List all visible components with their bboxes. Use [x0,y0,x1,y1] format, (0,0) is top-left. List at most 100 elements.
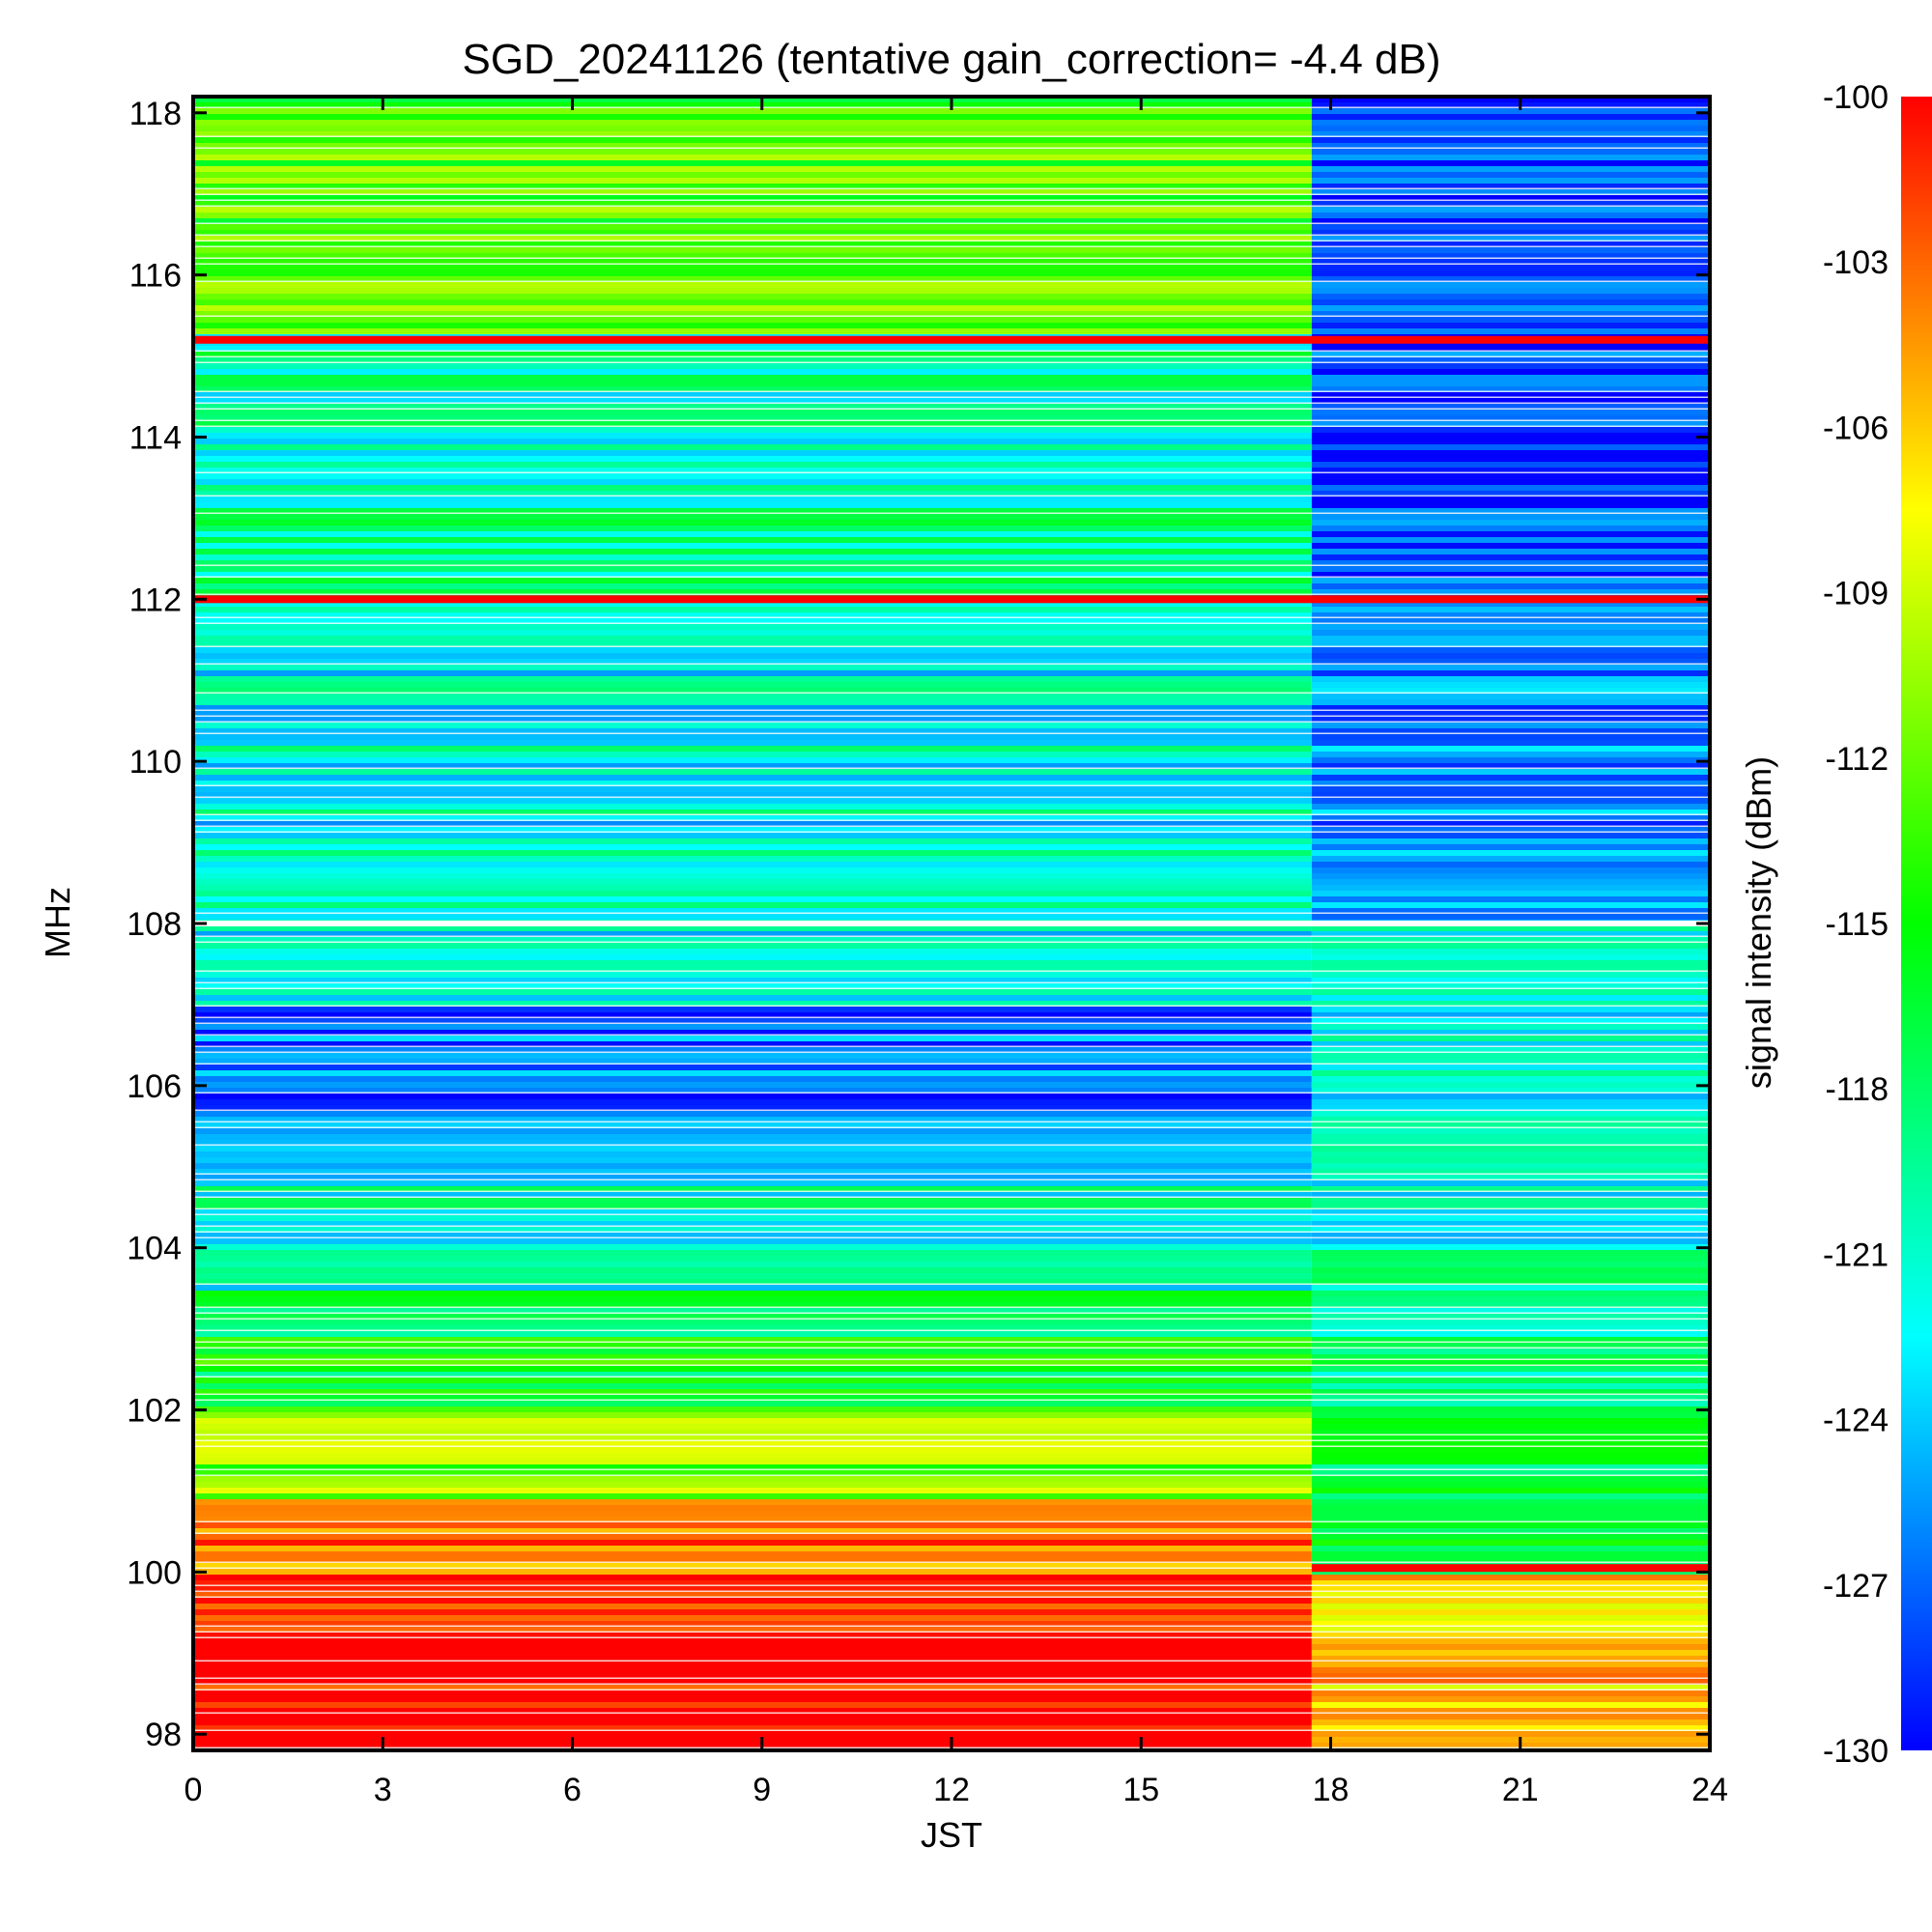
heatmap-cell [193,775,1312,781]
heatmap-cell [193,149,1312,155]
heatmap-cell [193,670,1312,676]
heatmap-cell [193,995,1312,1001]
heatmap-cell [1311,1667,1710,1673]
heatmap-cell [193,1439,1710,1441]
heatmap-cell [193,1140,1312,1146]
heatmap-cell [193,468,1312,473]
heatmap-cell [193,781,1312,786]
heatmap-cell [1311,694,1710,699]
heatmap-cell [1311,1331,1710,1337]
heatmap-cell [1311,624,1710,630]
heatmap-cell [1311,299,1710,305]
heatmap-cell [1311,427,1710,433]
heatmap-cell [193,711,1312,717]
heatmap-cell [1311,1690,1710,1696]
heatmap-cell [1311,896,1710,902]
heatmap-cell [193,473,1312,479]
heatmap-cell [1311,1244,1710,1250]
heatmap-cell [1311,270,1710,276]
heatmap-cell [1311,1383,1710,1389]
heatmap-cell [193,819,1710,821]
heatmap-cell [1311,1401,1710,1406]
heatmap-cell [1311,1256,1710,1262]
heatmap-cell [193,1065,1312,1070]
heatmap-cell [193,1685,1312,1690]
heatmap-cell [193,1157,1312,1163]
y-tick-label: 110 [129,744,182,781]
heatmap-cell [1311,172,1710,178]
heatmap-cell [1311,815,1710,821]
heatmap-cell [193,983,1312,989]
heatmap-cell [1311,1192,1710,1198]
heatmap-cell [1311,583,1710,589]
heatmap-cell [1311,149,1710,155]
heatmap-cell [193,1320,1312,1325]
heatmap-cell [193,1250,1312,1256]
heatmap-cell [193,1151,1312,1157]
heatmap-cell [193,1393,1710,1395]
heatmap-cell [1311,1714,1710,1719]
y-tick-label: 104 [127,1231,182,1267]
heatmap-cell [193,1208,1710,1209]
heatmap-cell [1311,479,1710,485]
heatmap-cell [1311,630,1710,636]
heatmap-cell [1311,392,1710,398]
heatmap-cell [193,1005,1710,1007]
heatmap-cell [193,1660,1710,1662]
heatmap-cell [1311,242,1710,247]
heatmap-cell [1311,1349,1710,1354]
heatmap-cell [1311,410,1710,415]
heatmap-cell [193,288,1312,294]
heatmap-cell [193,398,1312,404]
heatmap-cell [193,230,1312,236]
heatmap-cell [193,222,1710,224]
heatmap-cell [193,1459,1312,1464]
heatmap-cell [1311,1198,1710,1204]
heatmap-cell [1311,1018,1710,1024]
heatmap-cell [1311,1111,1710,1117]
heatmap-cell [193,456,1312,462]
heatmap-cell [1311,1204,1710,1209]
heatmap-cell [1311,1662,1710,1667]
heatmap-cell [193,514,1312,520]
heatmap-cell [193,1683,1710,1685]
heatmap-cell [193,1376,1710,1378]
heatmap-cell [193,1522,1312,1528]
heatmap-cell [193,1406,1312,1412]
heatmap-cell [1311,120,1710,126]
heatmap-cell [1311,1134,1710,1140]
heatmap-cell [1311,578,1710,583]
heatmap-cell [193,1719,1312,1725]
heatmap-cell [1311,421,1710,427]
heatmap-cell [193,1584,1710,1586]
heatmap-cell [1311,943,1710,949]
heatmap-cell [1311,1175,1710,1180]
colorbar-tick-label: -112 [1825,741,1889,778]
heatmap-cell [193,1399,1710,1401]
heatmap-cell [193,1053,1312,1059]
heatmap-cell [193,543,1312,549]
heatmap-cell [193,224,1312,230]
heatmap-cell [193,520,1312,526]
heatmap-cell [1311,1215,1710,1221]
colorbar-tick-label: -106 [1823,410,1889,446]
heatmap-cell [1311,1059,1710,1065]
heatmap-cell [1311,462,1710,468]
heatmap-cell [193,862,1312,867]
heatmap-cell [193,1631,1710,1633]
heatmap-cell [1311,1065,1710,1070]
heatmap-cell [193,328,1312,334]
y-tick-label: 108 [127,906,182,943]
heatmap-cell [1311,1650,1710,1656]
colorbar-tick-label: -118 [1825,1071,1889,1108]
heatmap-cell [193,415,1312,421]
colorbar-tick-label: -124 [1823,1403,1889,1439]
heatmap-cell [1311,810,1710,815]
heatmap-cell [1311,502,1710,508]
heatmap-cell [1311,908,1710,914]
heatmap-cell [1311,1412,1710,1418]
heatmap-cell [1311,126,1710,131]
heatmap-cell [1311,804,1710,810]
heatmap-cell [1311,1007,1710,1012]
heatmap-cell [193,676,1312,682]
